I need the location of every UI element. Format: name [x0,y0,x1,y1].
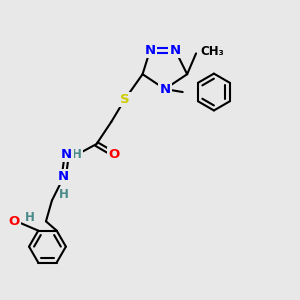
Text: N: N [144,44,156,57]
Text: H: H [59,188,69,201]
Text: H: H [72,148,82,161]
Text: N: N [58,170,69,183]
Text: O: O [109,148,120,161]
Text: N: N [61,148,72,161]
Text: H: H [25,211,35,224]
Text: S: S [120,93,130,106]
Text: N: N [159,82,170,96]
Text: O: O [9,215,20,228]
Text: N: N [170,44,181,57]
Text: CH₃: CH₃ [200,45,224,58]
